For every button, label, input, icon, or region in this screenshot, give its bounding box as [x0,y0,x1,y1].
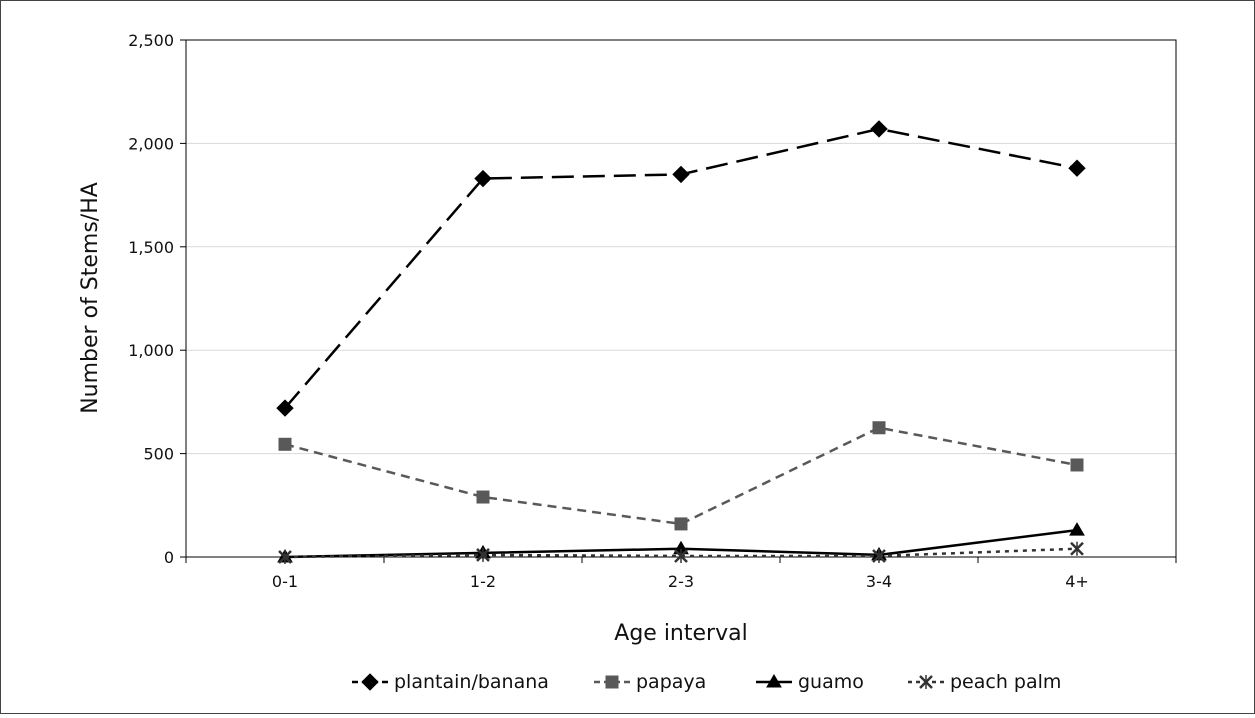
legend-item-papaya: papaya [594,671,706,693]
point-peach-palm-0-1 [278,550,292,564]
legend-label-peach-palm: peach palm [950,671,1061,693]
legend-marker-plantain-banana [361,673,379,691]
legend-marker-papaya [605,675,619,689]
series-papaya [278,421,1084,531]
point-plantain-banana-2-3 [672,165,690,184]
grid-layer [186,142,1176,455]
legend: plantain/banana papaya guamo peach palm [352,671,1061,693]
legend-label-papaya: papaya [636,671,706,693]
legend-label-guamo: guamo [798,671,864,693]
point-plantain-banana-1-2 [474,169,492,188]
legend-label-plantain-banana: plantain/banana [394,671,549,693]
point-papaya-3-4 [872,421,886,435]
series-layer [276,120,1086,564]
point-peach-palm-3-4 [872,548,886,563]
x-tick-label-0-1: 0-1 [272,572,298,591]
x-tick-label-2-3: 2-3 [668,572,694,591]
x-tick-label-3-4: 3-4 [866,572,892,591]
point-plantain-banana-4 [1068,159,1086,177]
legend-item-peach-palm: peach palm [908,671,1061,693]
y-axis: 0 500 1,000 1,500 2,000 2,500 [128,31,186,567]
x-axis: 0-1 1-2 2-3 3-4 4+ [185,557,1177,591]
x-tick-label-4: 4+ [1065,572,1089,591]
point-peach-palm-2-3 [674,548,688,563]
legend-item-guamo: guamo [756,671,864,693]
point-papaya-0-1 [278,437,292,451]
legend-marker-peach-palm [919,675,933,689]
x-axis-title: Age interval [614,621,747,646]
point-papaya-1-2 [476,490,490,504]
point-peach-palm-4 [1070,541,1084,556]
point-plantain-banana-3-4 [870,120,888,138]
point-peach-palm-1-2 [476,547,490,562]
point-papaya-2-3 [674,517,688,531]
point-plantain-banana-0-1 [276,399,294,417]
point-guamo-4 [1069,522,1085,536]
series-plantain-banana [276,120,1086,417]
x-tick-label-1-2: 1-2 [470,572,496,591]
legend-marker-guamo [766,674,782,688]
y-tick-label-500: 500 [143,445,174,464]
y-axis-title: Number of Stems/HA [78,182,103,414]
y-tick-label-1500: 1,500 [128,238,174,257]
legend-item-plantain-banana: plantain/banana [352,671,549,693]
y-tick-label-2000: 2,000 [128,134,174,153]
series-line-papaya [284,426,1078,526]
y-tick-label-2500: 2,500 [128,31,174,50]
point-papaya-4 [1070,458,1084,472]
y-tick-label-0: 0 [164,548,174,567]
y-tick-label-1000: 1,000 [128,341,174,360]
series-peach-palm [278,541,1084,564]
